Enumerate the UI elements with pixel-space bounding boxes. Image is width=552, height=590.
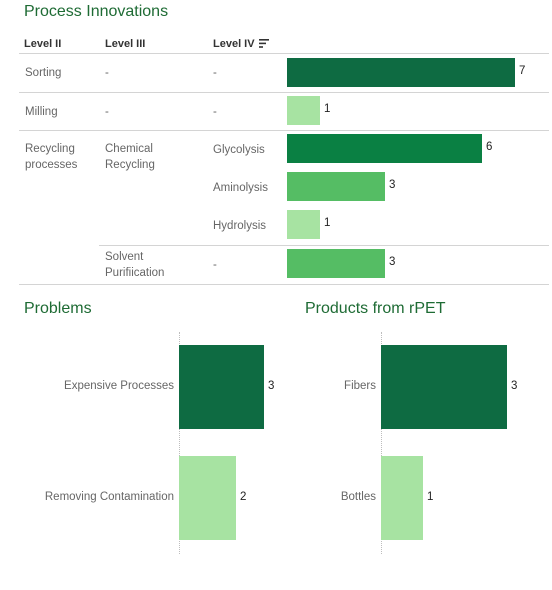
problems-category-label: Removing Contamination — [44, 491, 174, 503]
sort-descending-icon[interactable] — [258, 39, 269, 48]
table-cell-level-2: Sorting — [25, 67, 62, 79]
products-bar-fibers[interactable] — [381, 345, 507, 429]
row-divider — [19, 92, 549, 93]
bar-value-label: 1 — [324, 217, 331, 229]
problems-category-label: Expensive Processes — [64, 380, 174, 392]
problems-bar-expensive-processes[interactable] — [179, 345, 264, 429]
row-divider — [99, 245, 549, 246]
table-cell-level-4: - — [213, 67, 217, 79]
products-bar-value-label: 3 — [511, 380, 518, 392]
bar-hydrolysis[interactable] — [287, 210, 320, 239]
row-divider — [19, 284, 549, 285]
table-cell-level-2: Recycling processes — [25, 143, 78, 171]
products-bar-value-label: 1 — [427, 491, 434, 503]
table-cell-level-4: - — [213, 106, 217, 118]
table-cell-level-3: - — [105, 67, 109, 79]
products-category-label: Fibers — [344, 380, 376, 392]
bar-sorting[interactable] — [287, 58, 515, 87]
column-header-level-iv-label: Level IV — [213, 38, 255, 50]
bar-value-label: 3 — [389, 179, 396, 191]
bar-value-label: 6 — [486, 141, 493, 153]
header-divider — [19, 53, 549, 54]
problems-bar-value-label: 2 — [240, 491, 247, 503]
problems-bar-value-label: 3 — [268, 380, 275, 392]
products-category-label: Bottles — [340, 491, 376, 503]
products-axis-line — [381, 332, 382, 554]
row-divider — [19, 130, 549, 131]
chart-title-problems: Problems — [24, 300, 92, 317]
chart-title-products: Products from rPET — [305, 300, 446, 317]
bar-glycolysis[interactable] — [287, 134, 482, 163]
table-cell-level-4: Hydrolysis — [213, 220, 267, 232]
chart-title-process-innovations: Process Innovations — [24, 3, 169, 20]
bar-value-label: 1 — [324, 103, 331, 115]
table-cell-level-3: Solvent Purifiication — [105, 251, 165, 279]
bar-solvent-purifiication[interactable] — [287, 249, 385, 278]
bar-milling[interactable] — [287, 96, 320, 125]
table-cell-level-4: - — [213, 259, 217, 271]
table-cell-level-3: - — [105, 106, 109, 118]
problems-bar-removing-contamination[interactable] — [179, 456, 236, 540]
table-cell-level-4: Aminolysis — [213, 182, 268, 194]
bar-value-label: 7 — [519, 65, 526, 77]
table-cell-level-4: Glycolysis — [213, 144, 265, 156]
table-cell-level-2: Milling — [25, 106, 58, 118]
column-header-level-ii[interactable]: Level II — [24, 38, 62, 50]
products-bar-bottles[interactable] — [381, 456, 423, 540]
column-header-level-iii[interactable]: Level III — [105, 38, 146, 50]
bar-value-label: 3 — [389, 256, 396, 268]
column-header-level-iv[interactable]: Level IV — [213, 38, 269, 50]
bar-aminolysis[interactable] — [287, 172, 385, 201]
table-cell-level-3: Chemical Recycling — [105, 143, 155, 171]
problems-axis-line — [179, 332, 180, 554]
